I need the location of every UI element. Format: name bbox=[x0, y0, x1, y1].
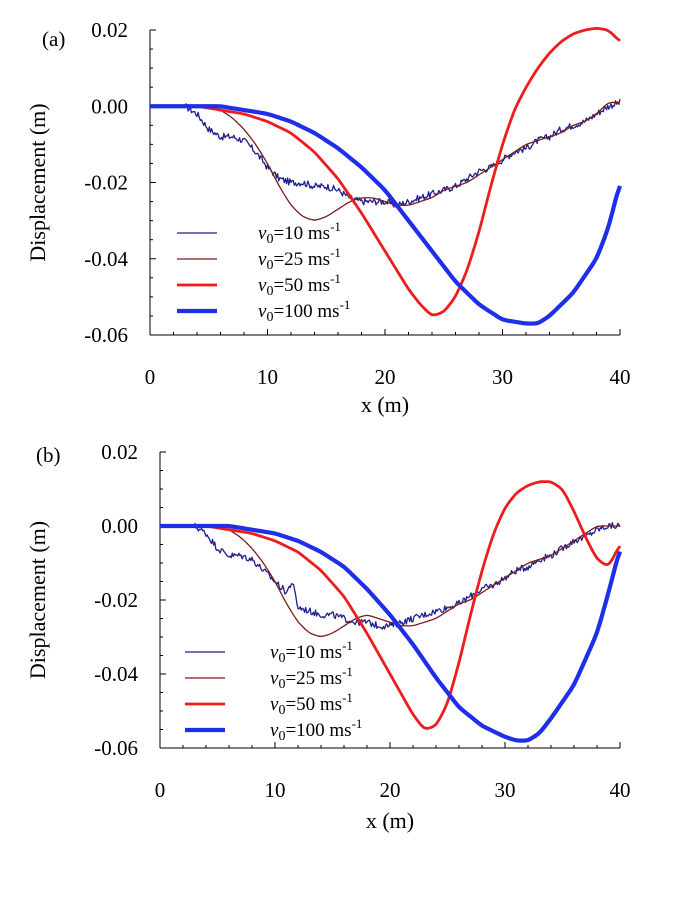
legend-label: v0=100 ms-1 bbox=[270, 716, 362, 744]
y-axis-label: Displacement (m) bbox=[25, 103, 50, 261]
series-line-3 bbox=[160, 480, 622, 730]
chart-panel-b: 0.02 0.00 -0.02 -0.04 -0.06 0 10 20 30 40 x (m) Dis… bbox=[25, 440, 631, 833]
x-tick-label: 20 bbox=[375, 365, 396, 389]
legend: v0=10 ms-1v0=25 ms-1v0=50 ms-1v0=100 ms-… bbox=[185, 638, 362, 744]
y-tick-label: 0.02 bbox=[101, 440, 138, 464]
legend-label: v0=100 ms-1 bbox=[258, 297, 350, 325]
y-tick-label: 0.02 bbox=[91, 18, 128, 42]
y-tick-label: -0.06 bbox=[94, 736, 138, 760]
legend-label: v0=50 ms-1 bbox=[270, 690, 353, 718]
y-tick-label: -0.06 bbox=[84, 323, 128, 347]
series-line-4 bbox=[149, 104, 622, 326]
legend-label: v0=10 ms-1 bbox=[258, 219, 341, 247]
series-line-3 bbox=[150, 26, 621, 317]
x-axis-label: x (m) bbox=[361, 392, 409, 417]
x-tick-label: 30 bbox=[492, 365, 513, 389]
series-line-1 bbox=[160, 522, 621, 630]
panel-label: (a) bbox=[42, 27, 65, 51]
x-tick-label: 10 bbox=[257, 365, 278, 389]
series-line-2 bbox=[160, 525, 620, 638]
x-tick-label: 40 bbox=[610, 365, 631, 389]
x-tick-label: 40 bbox=[610, 778, 631, 802]
x-tick-label: 0 bbox=[155, 778, 166, 802]
y-tick-label: -0.04 bbox=[84, 247, 128, 271]
y-axis-label: Displacement (m) bbox=[25, 521, 50, 679]
x-tick-label: 10 bbox=[265, 778, 286, 802]
x-tick-label: 20 bbox=[380, 778, 401, 802]
x-tick-label: 0 bbox=[145, 365, 156, 389]
legend-label: v0=25 ms-1 bbox=[270, 664, 353, 692]
legend-label: v0=25 ms-1 bbox=[258, 245, 341, 273]
x-axis-label: x (m) bbox=[366, 808, 414, 833]
series-line-2 bbox=[150, 101, 620, 221]
y-tick-label: -0.02 bbox=[94, 588, 138, 612]
y-tick-label: -0.04 bbox=[94, 662, 138, 686]
legend: v0=10 ms-1v0=25 ms-1v0=50 ms-1v0=100 ms-… bbox=[177, 219, 350, 325]
series-line-4 bbox=[159, 523, 622, 743]
legend-label: v0=50 ms-1 bbox=[258, 271, 341, 299]
x-tick-label: 30 bbox=[495, 778, 516, 802]
y-tick-label: 0.00 bbox=[101, 514, 138, 538]
panel-label: (b) bbox=[36, 443, 61, 467]
legend-label: v0=10 ms-1 bbox=[270, 638, 353, 666]
series-line-1 bbox=[150, 99, 621, 209]
chart-panel-a: 0.02 0.00 -0.02 -0.04 -0.06 0 10 20 30 40 x (m) Dis… bbox=[25, 18, 631, 417]
y-tick-label: 0.00 bbox=[91, 94, 128, 118]
y-tick-label: -0.02 bbox=[84, 171, 128, 195]
